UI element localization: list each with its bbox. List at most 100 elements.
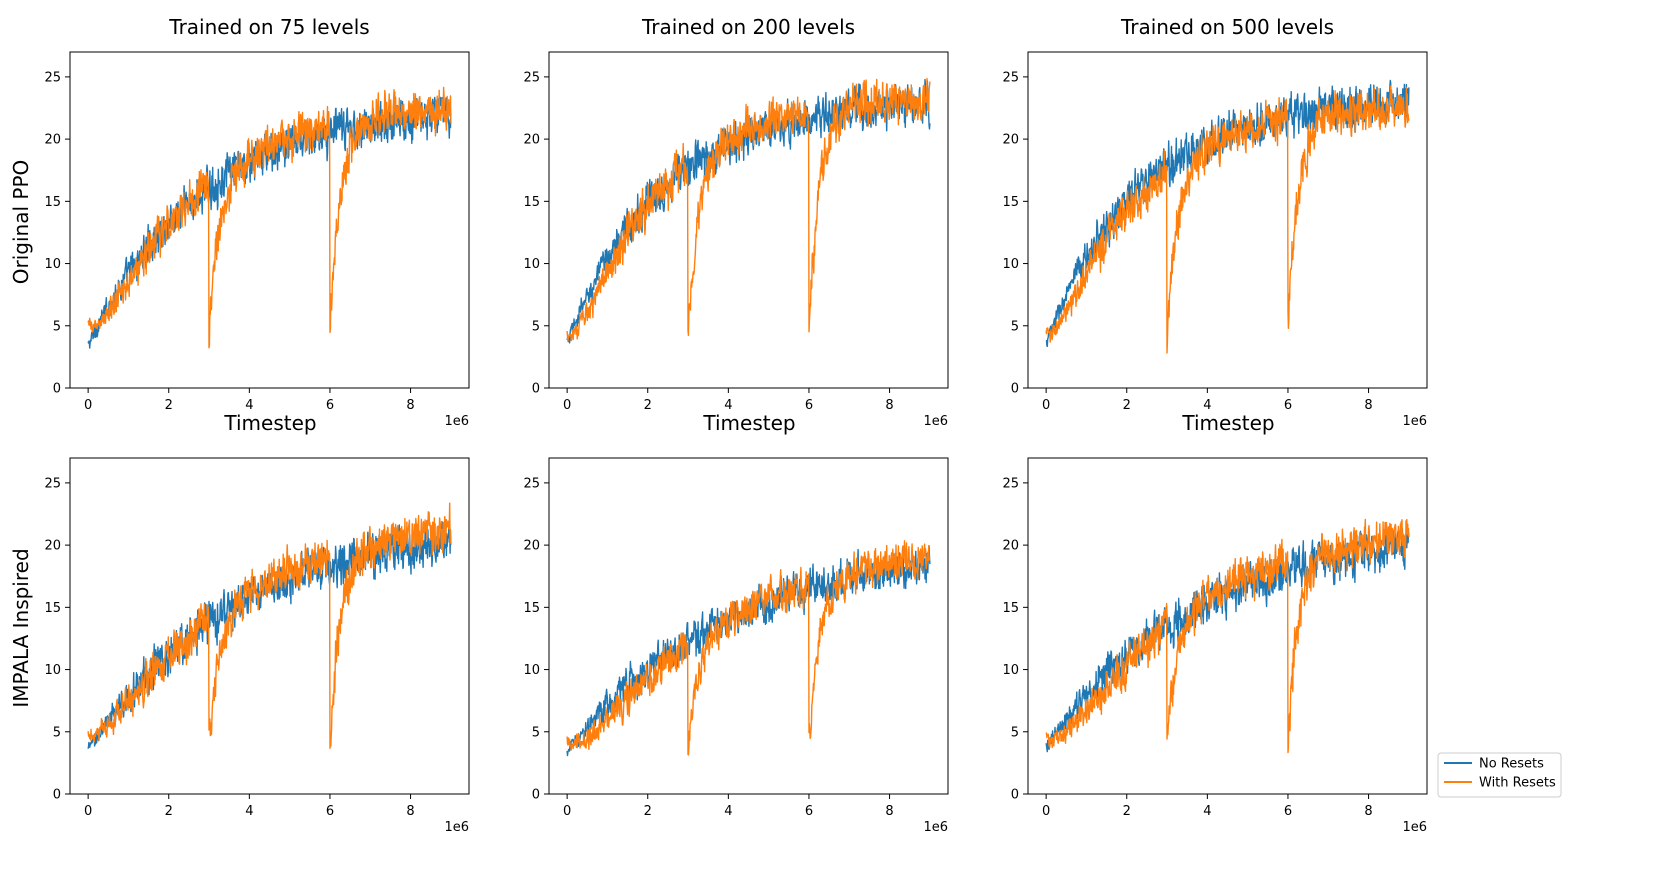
y-tick-label: 0 xyxy=(53,788,61,803)
y-tick-label: 5 xyxy=(1011,725,1019,740)
x-tick-label: 0 xyxy=(563,804,571,819)
series-line-with-resets xyxy=(566,540,931,756)
x-tick-label: 6 xyxy=(326,398,334,413)
x-tick-label: 6 xyxy=(326,804,334,819)
y-tick-label: 25 xyxy=(1002,70,1019,85)
y-tick-label: 15 xyxy=(523,195,540,210)
x-tick-label: 4 xyxy=(724,804,732,819)
series-line-no-resets xyxy=(566,545,931,757)
x-tick-label: 6 xyxy=(1284,398,1292,413)
y-tick-label: 0 xyxy=(532,382,540,397)
x-tick-label: 6 xyxy=(805,804,813,819)
series-line-with-resets xyxy=(1045,85,1410,354)
x-offset-text: 1e6 xyxy=(1402,820,1427,835)
series-line-no-resets xyxy=(87,96,452,349)
y-tick-label: 25 xyxy=(44,70,61,85)
x-tick-label: 4 xyxy=(724,398,732,413)
x-tick-label: 2 xyxy=(644,804,652,819)
x-axis-label: Timestep xyxy=(702,411,795,435)
panel-title: Trained on 200 levels xyxy=(641,15,855,39)
panel-1: 0 2 4 6 8 0 5 10 15 20 25 1e6 Trained on 75 levels Ti… xyxy=(9,15,470,435)
y-tick-label: 15 xyxy=(44,601,61,616)
y-tick-label: 25 xyxy=(1002,476,1019,491)
series-line-no-resets xyxy=(87,521,452,749)
x-axis-label: Timestep xyxy=(223,411,316,435)
x-offset-text: 1e6 xyxy=(1402,414,1427,429)
x-offset-text: 1e6 xyxy=(444,414,469,429)
x-tick-label: 2 xyxy=(1123,804,1131,819)
axes-frame xyxy=(1027,457,1428,795)
x-tick-label: 4 xyxy=(1203,804,1211,819)
x-tick-label: 0 xyxy=(1042,398,1050,413)
axes-frame xyxy=(69,51,470,389)
panel-title: Trained on 500 levels xyxy=(1120,15,1334,39)
x-tick-label: 0 xyxy=(84,804,92,819)
y-tick-label: 5 xyxy=(53,725,61,740)
y-tick-label: 5 xyxy=(532,725,540,740)
y-tick-label: 15 xyxy=(1002,601,1019,616)
series-line-with-resets xyxy=(566,77,931,342)
axes-frame xyxy=(1027,51,1428,389)
series-line-with-resets xyxy=(1045,518,1410,754)
y-tick-label: 20 xyxy=(44,539,61,554)
series-line-with-resets xyxy=(87,86,452,349)
panel-4: 0 2 4 6 8 0 5 10 15 20 25 1e6 IMPALA Inspired xyxy=(9,457,470,835)
axes-frame xyxy=(69,457,470,795)
y-tick-label: 25 xyxy=(44,476,61,491)
y-tick-label: 10 xyxy=(523,663,540,678)
y-tick-label: 0 xyxy=(532,788,540,803)
y-tick-label: 20 xyxy=(1002,539,1019,554)
series-line-no-resets xyxy=(1045,524,1410,753)
y-axis-label: IMPALA Inspired xyxy=(9,548,33,707)
panel-5: 0 2 4 6 8 0 5 10 15 20 25 1e6 xyxy=(523,457,949,835)
x-tick-label: 8 xyxy=(885,804,893,819)
x-tick-label: 4 xyxy=(1203,398,1211,413)
y-tick-label: 10 xyxy=(1002,257,1019,272)
y-tick-label: 15 xyxy=(1002,195,1019,210)
x-offset-text: 1e6 xyxy=(923,820,948,835)
y-tick-label: 20 xyxy=(44,133,61,148)
axes-frame xyxy=(548,457,949,795)
axes-frame xyxy=(548,51,949,389)
panel-3: 0 2 4 6 8 0 5 10 15 20 25 1e6 Trained on 500 levels T… xyxy=(1002,15,1428,435)
y-tick-label: 15 xyxy=(523,601,540,616)
x-offset-text: 1e6 xyxy=(923,414,948,429)
series-line-with-resets xyxy=(87,502,452,749)
y-tick-label: 5 xyxy=(53,319,61,334)
x-tick-label: 2 xyxy=(165,398,173,413)
y-tick-label: 15 xyxy=(44,195,61,210)
x-tick-label: 8 xyxy=(406,804,414,819)
x-tick-label: 6 xyxy=(805,398,813,413)
y-tick-label: 0 xyxy=(1011,788,1019,803)
panel-title: Trained on 75 levels xyxy=(168,15,369,39)
x-tick-label: 4 xyxy=(245,804,253,819)
y-axis-label: Original PPO xyxy=(9,160,33,284)
x-tick-label: 8 xyxy=(1364,804,1372,819)
y-tick-label: 0 xyxy=(53,382,61,397)
x-tick-label: 0 xyxy=(1042,804,1050,819)
legend-label-with-resets: With Resets xyxy=(1479,776,1556,791)
y-tick-label: 5 xyxy=(1011,319,1019,334)
y-tick-label: 0 xyxy=(1011,382,1019,397)
legend: No Resets With Resets xyxy=(1437,752,1562,798)
panel-6: 0 2 4 6 8 0 5 10 15 20 25 1e6 xyxy=(1002,457,1428,835)
y-tick-label: 10 xyxy=(44,257,61,272)
x-tick-label: 8 xyxy=(1364,398,1372,413)
x-tick-label: 2 xyxy=(1123,398,1131,413)
y-tick-label: 5 xyxy=(532,319,540,334)
y-tick-label: 25 xyxy=(523,476,540,491)
panel-2: 0 2 4 6 8 0 5 10 15 20 25 1e6 Trained on 200 levels T… xyxy=(523,15,949,435)
x-tick-label: 0 xyxy=(84,398,92,413)
y-tick-label: 25 xyxy=(523,70,540,85)
legend-label-no-resets: No Resets xyxy=(1479,757,1544,772)
x-axis-label: Timestep xyxy=(1181,411,1274,435)
x-tick-label: 2 xyxy=(644,398,652,413)
x-tick-label: 6 xyxy=(1284,804,1292,819)
y-tick-label: 10 xyxy=(1002,663,1019,678)
y-tick-label: 20 xyxy=(523,539,540,554)
x-tick-label: 2 xyxy=(165,804,173,819)
x-tick-label: 0 xyxy=(563,398,571,413)
y-tick-label: 10 xyxy=(523,257,540,272)
y-tick-label: 10 xyxy=(44,663,61,678)
x-tick-label: 8 xyxy=(406,398,414,413)
